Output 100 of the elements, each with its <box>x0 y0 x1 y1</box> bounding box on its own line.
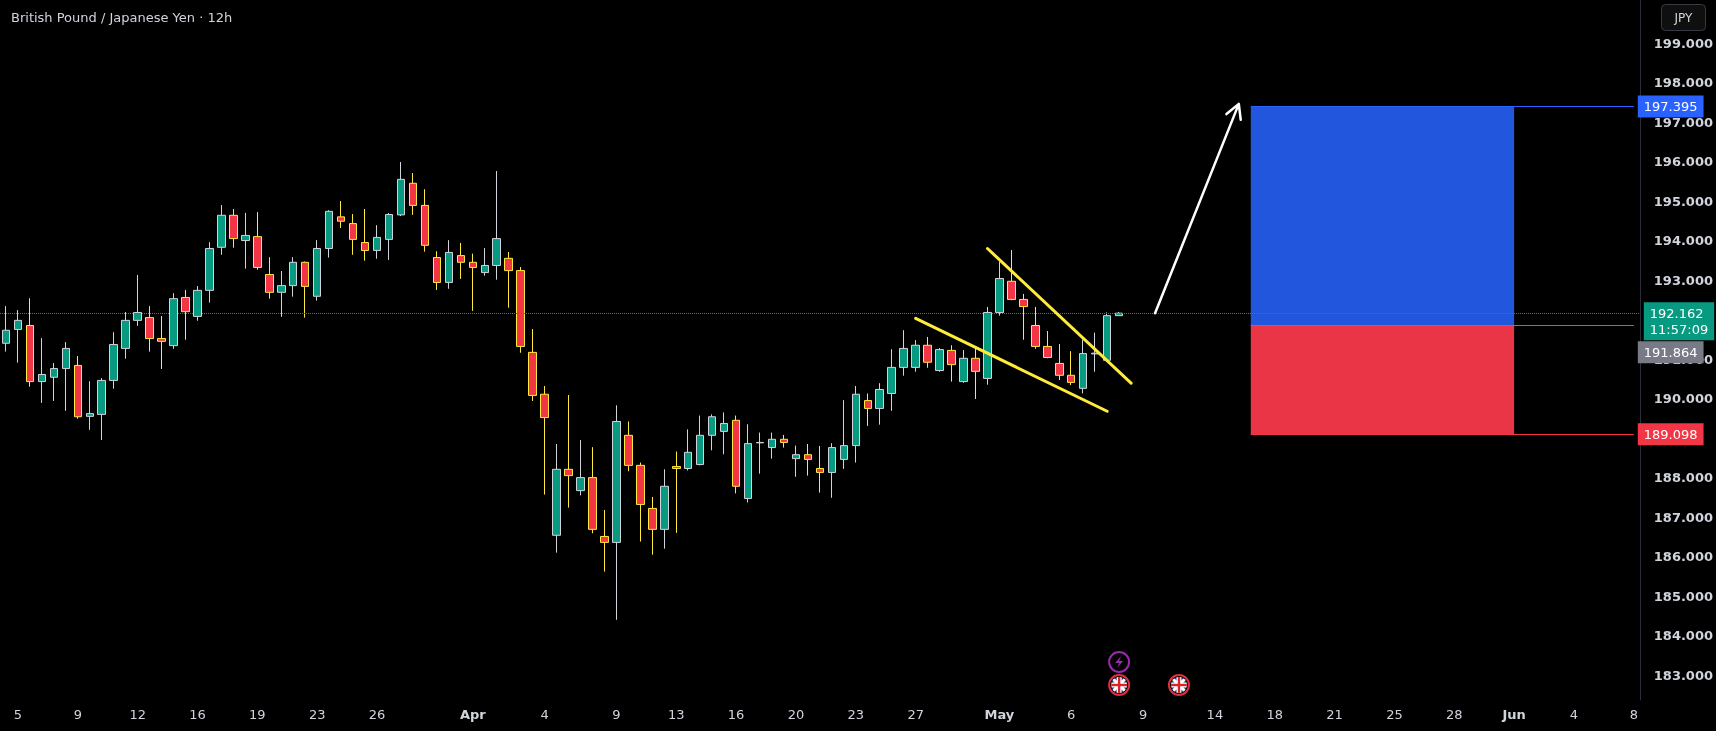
candlestick <box>816 445 824 494</box>
y-tick-label: 197.000 <box>1653 114 1714 130</box>
candlestick <box>971 347 980 400</box>
candlestick <box>229 208 238 249</box>
candlestick <box>911 339 920 373</box>
text: British Pound / Japanese Yen · 12h <box>11 10 233 25</box>
x-tick-label: 14 <box>1206 707 1224 722</box>
candlestick <box>875 382 884 426</box>
candlestick <box>397 161 405 217</box>
candlestick <box>265 256 274 300</box>
y-tick-label: 187.000 <box>1653 509 1714 525</box>
candlestick <box>923 336 932 369</box>
x-tick-label: 19 <box>249 707 266 722</box>
x-tick-label: Apr <box>459 707 487 722</box>
candlestick <box>552 443 561 554</box>
candlestick <box>325 209 333 259</box>
candlestick <box>301 261 309 319</box>
x-tick-label: 20 <box>787 707 805 722</box>
x-tick-label: 21 <box>1326 707 1343 722</box>
y-tick-label: 184.000 <box>1653 628 1714 644</box>
candlestick <box>828 442 836 499</box>
candlestick <box>576 439 585 496</box>
candlestick <box>38 337 46 404</box>
candlestick <box>600 509 609 573</box>
candlestick <box>768 432 776 460</box>
candlestick <box>241 212 250 270</box>
candlestick <box>361 208 369 262</box>
candlestick <box>696 415 704 466</box>
candlestick <box>492 170 501 281</box>
candlestick <box>1019 293 1028 341</box>
candlestick <box>409 172 417 216</box>
candlestick <box>588 446 597 534</box>
candlestick <box>445 239 453 290</box>
candlestick <box>1091 332 1099 373</box>
candlestick <box>648 496 657 556</box>
candlestick <box>421 188 429 253</box>
candlestick <box>1067 350 1075 386</box>
candlestick <box>481 247 489 277</box>
candlestick <box>660 468 669 550</box>
candlestick <box>887 348 896 412</box>
x-tick-label: 16 <box>189 707 206 722</box>
candlestick <box>74 355 82 420</box>
candlestick <box>50 362 58 402</box>
x-tick-label: 27 <box>907 707 924 722</box>
x-tick-label: 23 <box>847 707 865 722</box>
candlestick <box>337 200 345 229</box>
candlestick <box>744 423 752 503</box>
x-tick-label: 9 <box>73 707 82 722</box>
candlestick <box>756 432 764 475</box>
candlestick <box>804 443 812 477</box>
candlestick <box>864 392 872 427</box>
candlestick <box>564 394 573 509</box>
x-tick-label: 9 <box>1138 707 1148 722</box>
candlestick <box>840 399 848 470</box>
y-tick-label: 195.000 <box>1653 193 1714 209</box>
candlestick <box>708 413 716 451</box>
x-tick-label: Jun <box>1501 707 1526 722</box>
candlestick <box>947 344 956 383</box>
candlestick <box>1031 306 1040 350</box>
candlestick <box>289 256 297 298</box>
x-tick-label: 9 <box>612 707 621 722</box>
candlestick <box>732 415 740 494</box>
y-tick-label: 185.000 <box>1653 588 1714 604</box>
candlestick <box>373 224 381 260</box>
x-tick-label: 13 <box>667 707 685 722</box>
candlestick <box>528 328 537 402</box>
candlestick <box>97 377 106 441</box>
candlestick <box>720 411 728 455</box>
candlestick <box>457 242 465 280</box>
candlestick <box>62 341 70 412</box>
candlestick <box>313 239 321 302</box>
candlestick <box>1055 343 1064 381</box>
candlestick <box>612 404 621 621</box>
y-tick-label: 193.000 <box>1653 272 1714 288</box>
x-tick-label: 4 <box>540 707 549 722</box>
y-tick-label: 196.000 <box>1653 154 1714 170</box>
candlestick <box>504 251 513 309</box>
ref-line-label: 189.098 <box>1643 426 1698 442</box>
x-tick-label: May <box>984 707 1015 722</box>
candlestick <box>253 211 262 271</box>
x-tick-label: 28 <box>1445 707 1463 722</box>
candlestick <box>145 305 154 353</box>
ref-line-label: 197.395 <box>1643 98 1698 114</box>
candlestick <box>26 297 34 388</box>
x-tick-label: 8 <box>1629 707 1638 722</box>
ref-line-label: 191.864 <box>1643 344 1698 360</box>
candlestick <box>109 331 118 390</box>
candlestick <box>86 380 94 431</box>
x-tick-label: 6 <box>1067 707 1076 722</box>
candlestick <box>624 421 633 472</box>
candlestick <box>672 451 681 534</box>
ref-line-label: 192.162 11:57:09 <box>1649 305 1709 337</box>
x-tick-label: 26 <box>368 707 386 722</box>
candlestick <box>349 213 357 256</box>
y-tick-label: 188.000 <box>1653 470 1714 486</box>
x-tick-label: 18 <box>1266 707 1283 722</box>
candlestick <box>385 212 393 261</box>
x-tick-label: 4 <box>1569 707 1579 722</box>
y-tick-label: 194.000 <box>1653 233 1714 249</box>
candlestick <box>157 315 166 370</box>
